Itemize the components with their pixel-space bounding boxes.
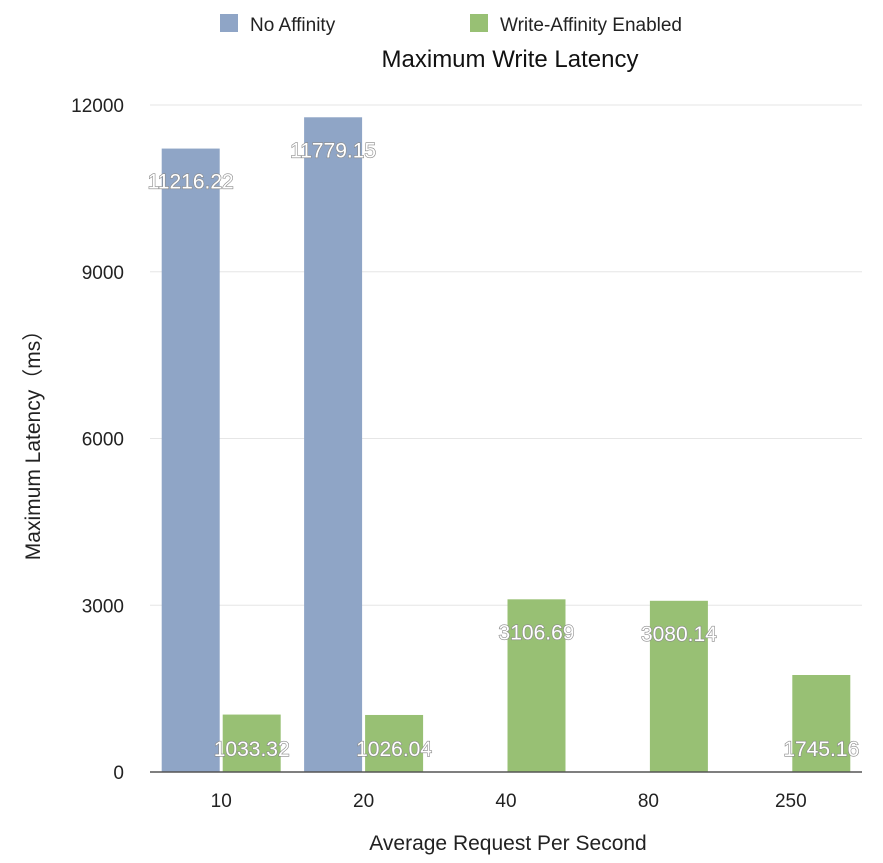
y-tick-label: 6000 — [82, 430, 124, 451]
data-label: 1745.16 — [783, 738, 859, 761]
data-label: 1033.32 — [214, 738, 290, 761]
y-axis-ticks: 0 3000 6000 9000 12000 — [71, 96, 124, 784]
chart-title: Maximum Write Latency — [382, 46, 639, 73]
bars — [161, 117, 851, 773]
x-tick-label: 10 — [211, 791, 232, 812]
bar — [792, 674, 851, 772]
y-tick-label: 9000 — [82, 263, 124, 284]
legend-label: Write-Affinity Enabled — [500, 15, 682, 36]
bar — [507, 599, 566, 772]
x-tick-label: 40 — [495, 791, 516, 812]
data-labels: 11216.22 1033.32 11779.15 1026.04 3106.69 308… — [147, 139, 860, 762]
y-tick-label: 3000 — [82, 596, 124, 617]
bar — [222, 714, 281, 772]
bar — [161, 148, 220, 772]
data-label: 1026.04 — [356, 738, 432, 761]
x-axis-title: Average Request Per Second — [369, 832, 646, 855]
y-tick-label: 12000 — [71, 96, 124, 117]
bar — [365, 714, 424, 772]
data-label: 11216.22 — [148, 171, 234, 194]
y-tick-label: 0 — [113, 763, 124, 784]
x-axis-ticks: 10 20 40 80 250 — [211, 791, 807, 812]
y-axis-title: Maximum Latency（ms） — [22, 320, 45, 560]
legend-label: No Affinity — [250, 15, 336, 36]
bar — [649, 600, 708, 772]
gridlines — [150, 104, 862, 606]
x-tick-label: 20 — [353, 791, 374, 812]
legend: No Affinity Write-Affinity Enabled — [220, 14, 682, 36]
data-label: 3080.14 — [641, 623, 717, 646]
bar — [304, 117, 363, 773]
data-label: 3106.69 — [499, 621, 575, 644]
legend-swatch — [220, 14, 238, 32]
data-label: 11779.15 — [290, 139, 376, 162]
x-tick-label: 80 — [638, 791, 659, 812]
legend-swatch — [470, 14, 488, 32]
x-tick-label: 250 — [775, 791, 807, 812]
